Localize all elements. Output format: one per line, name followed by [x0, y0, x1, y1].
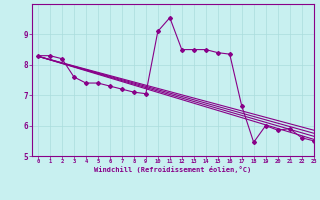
X-axis label: Windchill (Refroidissement éolien,°C): Windchill (Refroidissement éolien,°C): [94, 166, 252, 173]
